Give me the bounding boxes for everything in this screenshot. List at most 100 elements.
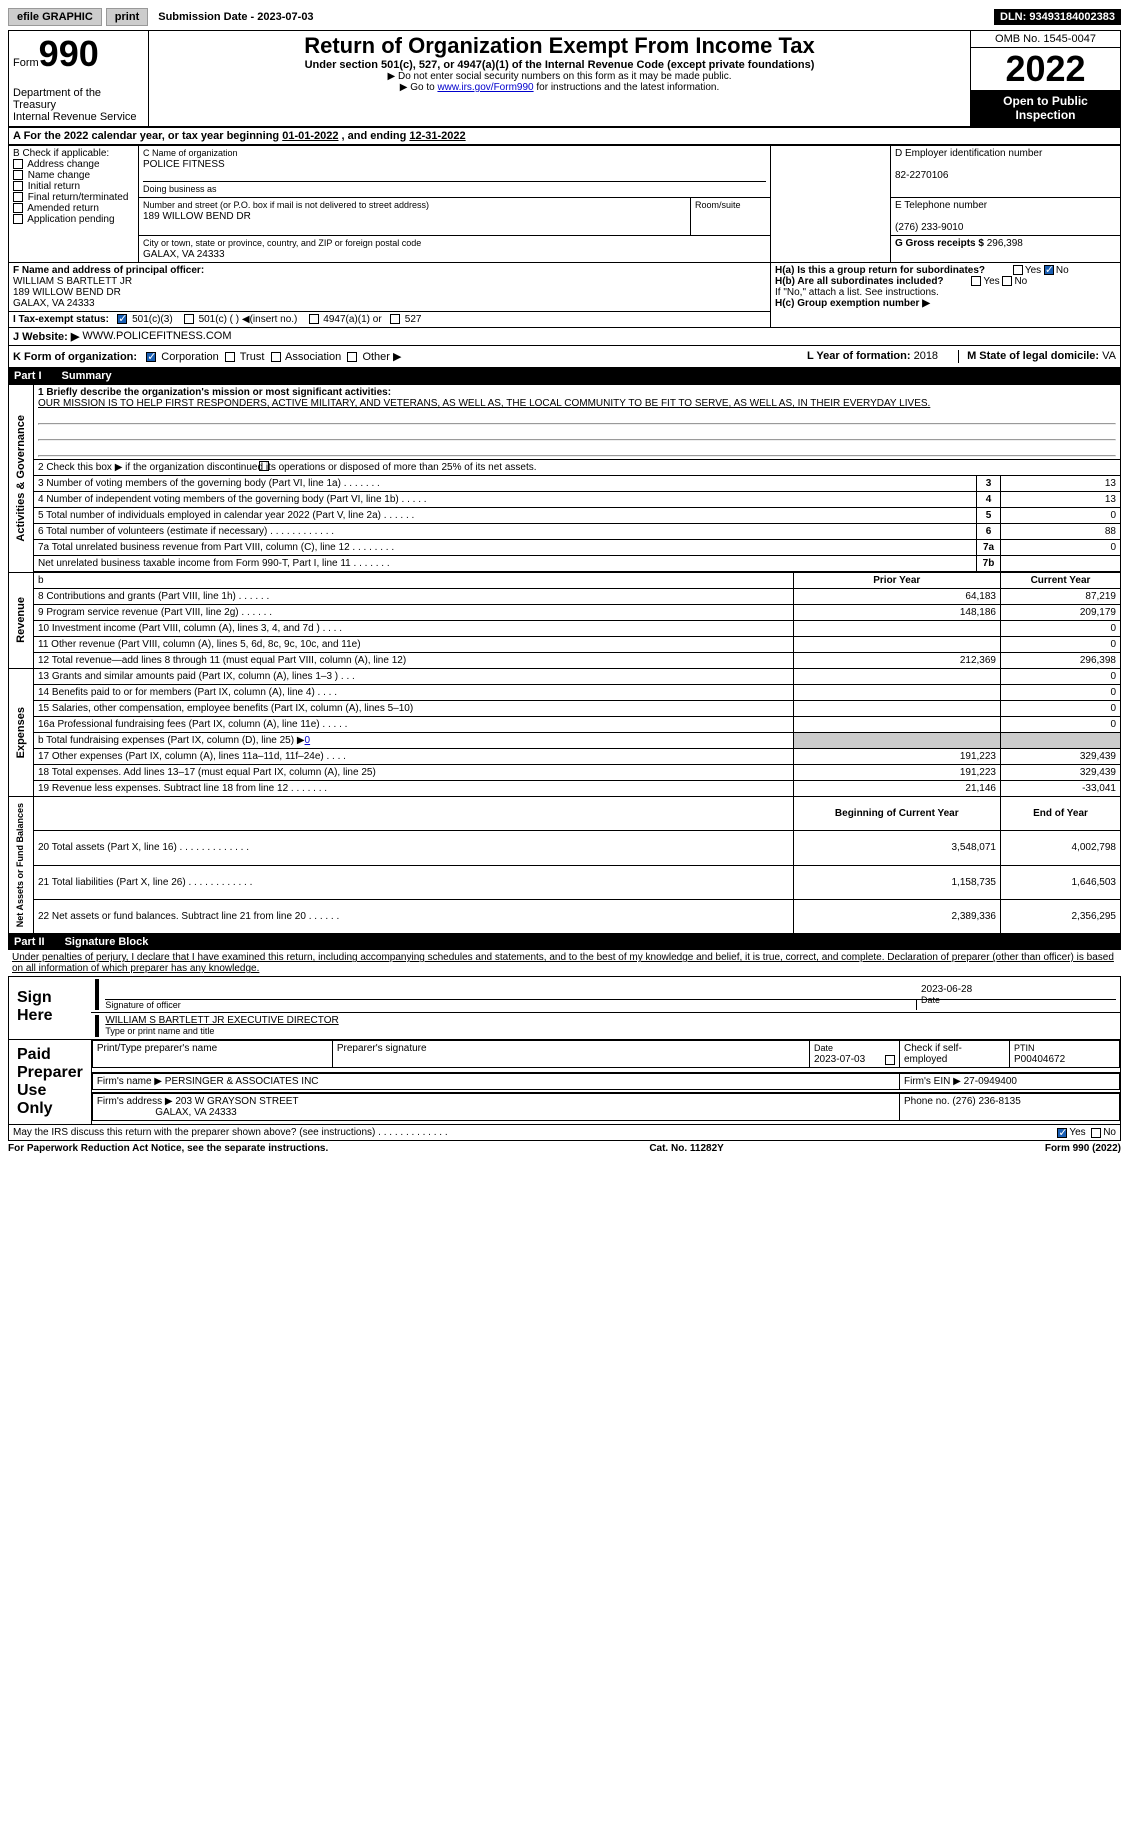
officer-city: GALAX, VA 24333 — [13, 298, 95, 309]
val-l20b: 3,548,071 — [793, 831, 1000, 865]
website-value: WWW.POLICEFITNESS.COM — [82, 330, 231, 343]
box-c-address: Number and street (or P.O. box if mail i… — [139, 198, 691, 236]
gross-receipts-label: G Gross receipts $ — [895, 238, 987, 249]
checkbox-final-return[interactable] — [13, 192, 23, 202]
section-rev-label: Revenue — [9, 572, 34, 669]
checkbox-ha-no[interactable] — [1044, 265, 1054, 275]
val-l19p: 21,146 — [793, 781, 1000, 797]
line-13: 13 Grants and similar amounts paid (Part… — [34, 669, 794, 685]
sig-officer-cell: Signature of officer2023-06-28Date — [91, 977, 1120, 1013]
top-bar: efile GRAPHIC print Submission Date - 20… — [8, 8, 1121, 26]
line-10: 10 Investment income (Part VIII, column … — [34, 621, 794, 637]
checkbox-amended[interactable] — [13, 203, 23, 213]
ein-label: D Employer identification number — [895, 148, 1042, 159]
val-l22b: 2,389,336 — [793, 899, 1000, 933]
val-l5: 0 — [1001, 508, 1121, 524]
checkbox-hb-yes[interactable] — [971, 276, 981, 286]
year-formation: 2018 — [914, 350, 938, 362]
box-e: E Telephone number (276) 233-9010 — [891, 198, 1121, 236]
checkbox-discontinued[interactable] — [259, 461, 269, 471]
checkbox-corporation[interactable] — [146, 352, 156, 362]
sign-date: 2023-06-28 — [921, 984, 1116, 995]
box-b-label: B Check if applicable: — [13, 148, 109, 159]
box-i: I Tax-exempt status: 501(c)(3) 501(c) ( … — [9, 312, 771, 328]
val-l21e: 1,646,503 — [1001, 865, 1121, 899]
officer-sig-name: WILLIAM S BARTLETT JR EXECUTIVE DIRECTOR — [105, 1015, 338, 1026]
dept-treasury: Department of the Treasury — [13, 87, 101, 111]
val-l14p — [793, 685, 1000, 701]
checkbox-other[interactable] — [347, 352, 357, 362]
checkbox-501c[interactable] — [184, 314, 194, 324]
preparer-label: Paid Preparer Use Only — [9, 1040, 92, 1125]
omb-year-cell: OMB No. 1545-0047 2022 Open to Public In… — [971, 31, 1121, 127]
line-4: 4 Number of independent voting members o… — [34, 492, 977, 508]
checkbox-4947[interactable] — [309, 314, 319, 324]
page-footer: For Paperwork Reduction Act Notice, see … — [8, 1141, 1121, 1156]
irs-link[interactable]: www.irs.gov/Form990 — [437, 82, 533, 93]
shaded-16b-2 — [1001, 733, 1121, 749]
efile-button[interactable]: efile GRAPHIC — [8, 8, 102, 26]
line-2: 2 Check this box ▶ if the organization d… — [34, 460, 1121, 476]
org-city: GALAX, VA 24333 — [143, 249, 225, 260]
line-17: 17 Other expenses (Part IX, column (A), … — [34, 749, 794, 765]
val-l6: 88 — [1001, 524, 1121, 540]
officer-address: 189 WILLOW BEND DR — [13, 287, 121, 298]
preparer-row1: Print/Type preparer's name Preparer's si… — [91, 1040, 1120, 1072]
line-12: 12 Total revenue—add lines 8 through 11 … — [34, 653, 794, 669]
val-l18c: 329,439 — [1001, 765, 1121, 781]
box-g: G Gross receipts $ 296,398 — [891, 236, 1121, 263]
begin-year-header: Beginning of Current Year — [793, 797, 1000, 831]
line-18: 18 Total expenses. Add lines 13–17 (must… — [34, 765, 794, 781]
checkbox-hb-no[interactable] — [1002, 276, 1012, 286]
print-button[interactable]: print — [106, 8, 148, 26]
checkbox-discuss-yes[interactable] — [1057, 1128, 1067, 1138]
line-9: 9 Program service revenue (Part VIII, li… — [34, 605, 794, 621]
sig-name-cell: WILLIAM S BARTLETT JR EXECUTIVE DIRECTOR… — [91, 1013, 1120, 1040]
open-public-badge: Open to Public Inspection — [971, 90, 1120, 126]
part1-header: Part I Summary — [8, 368, 1121, 384]
box-d: D Employer identification number 82-2270… — [891, 146, 1121, 198]
firm-address: 203 W GRAYSON STREET — [175, 1096, 298, 1107]
phone-label: E Telephone number — [895, 200, 987, 211]
officer-name: WILLIAM S BARTLETT JR — [13, 276, 132, 287]
signature-table: Sign Here Signature of officer2023-06-28… — [8, 976, 1121, 1141]
line-14: 14 Benefits paid to or for members (Part… — [34, 685, 794, 701]
val-l14c: 0 — [1001, 685, 1121, 701]
val-l19c: -33,041 — [1001, 781, 1121, 797]
checkbox-self-employed[interactable] — [885, 1055, 895, 1065]
val-l8c: 87,219 — [1001, 589, 1121, 605]
entity-info-table: B Check if applicable: Address change Na… — [8, 145, 1121, 328]
val-l15c: 0 — [1001, 701, 1121, 717]
line-11: 11 Other revenue (Part VIII, column (A),… — [34, 637, 794, 653]
line-1: 1 Briefly describe the organization's mi… — [34, 385, 1121, 460]
checkbox-trust[interactable] — [225, 352, 235, 362]
checkbox-application-pending[interactable] — [13, 214, 23, 224]
box-c-room: Room/suite — [691, 198, 771, 236]
checkbox-name-change[interactable] — [13, 170, 23, 180]
val-l12p: 212,369 — [793, 653, 1000, 669]
section-ag-label: Activities & Governance — [9, 385, 34, 573]
prep-sig-label: Preparer's signature — [332, 1041, 809, 1068]
section-net-label: Net Assets or Fund Balances — [9, 797, 34, 934]
val-l11p — [793, 637, 1000, 653]
footer-right: Form 990 (2022) — [1045, 1143, 1121, 1154]
val-l11c: 0 — [1001, 637, 1121, 653]
checkbox-discuss-no[interactable] — [1091, 1128, 1101, 1138]
checkbox-527[interactable] — [390, 314, 400, 324]
checkbox-501c3[interactable] — [117, 314, 127, 324]
val-l10p — [793, 621, 1000, 637]
checkbox-ha-yes[interactable] — [1013, 265, 1023, 275]
prep-print-label: Print/Type preparer's name — [92, 1041, 332, 1068]
val-l10c: 0 — [1001, 621, 1121, 637]
checkbox-address-change[interactable] — [13, 159, 23, 169]
instruction-1: ▶ Do not enter social security numbers o… — [153, 71, 966, 82]
line-22: 22 Net assets or fund balances. Subtract… — [34, 899, 794, 933]
line-7b: Net unrelated business taxable income fr… — [34, 556, 977, 573]
checkbox-association[interactable] — [271, 352, 281, 362]
val-l20e: 4,002,798 — [1001, 831, 1121, 865]
firm-name: PERSINGER & ASSOCIATES INC — [165, 1076, 319, 1087]
val-l3: 13 — [1001, 476, 1121, 492]
checkbox-initial-return[interactable] — [13, 181, 23, 191]
section-exp-label: Expenses — [9, 669, 34, 797]
val-l17p: 191,223 — [793, 749, 1000, 765]
